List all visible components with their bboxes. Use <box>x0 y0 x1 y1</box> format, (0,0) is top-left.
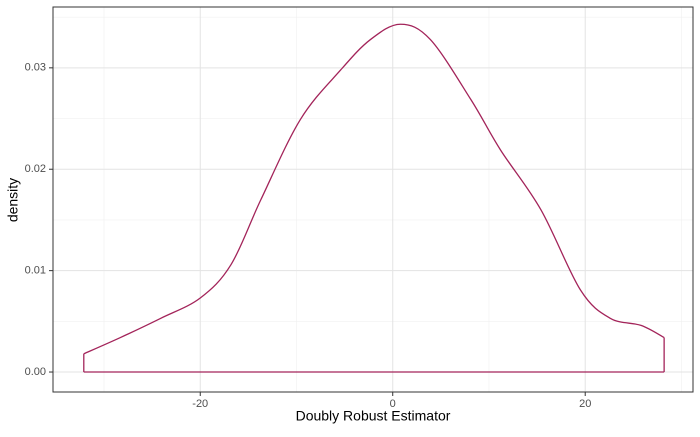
y-tick-label: 0.00 <box>25 366 46 378</box>
x-tick-label: -20 <box>192 398 208 410</box>
panel-border <box>52 6 694 393</box>
x-tick-label: 0 <box>390 398 396 410</box>
density-curve <box>83 23 665 355</box>
y-tick-label: 0.03 <box>25 62 46 74</box>
x-axis-title: Doubly Robust Estimator <box>296 408 451 424</box>
y-axis-title: density <box>5 178 21 222</box>
x-tick-label: 20 <box>579 398 591 410</box>
y-tick-label: 0.01 <box>25 265 46 277</box>
y-tick-label: 0.02 <box>25 163 46 175</box>
